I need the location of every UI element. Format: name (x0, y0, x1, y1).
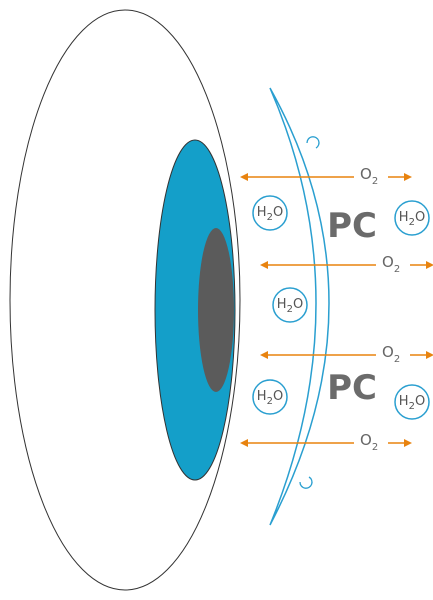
oxygen-label: O2 (382, 343, 400, 365)
water-circle (252, 195, 288, 231)
pupil (198, 228, 234, 392)
subscript: 2 (394, 354, 400, 365)
symbol: H (257, 205, 267, 220)
water-circle (394, 384, 430, 420)
contact-lens (269, 87, 330, 526)
subscript: 2 (267, 396, 273, 407)
symbol: O (273, 205, 283, 220)
symbol: O (360, 431, 372, 449)
water-circle (272, 287, 308, 323)
lens-label: PC (327, 368, 377, 408)
symbol: O (415, 394, 425, 409)
water-circle (252, 379, 288, 415)
lens-bump (306, 136, 320, 149)
iris (154, 139, 236, 481)
subscript: 2 (287, 304, 293, 315)
oxygen-label: O2 (382, 253, 400, 275)
symbol: H (277, 297, 287, 312)
symbol: H (399, 394, 409, 409)
symbol: O (415, 210, 425, 225)
water-label: H2O (257, 389, 283, 407)
oxygen-label: O2 (360, 431, 378, 453)
water-label: H2O (399, 394, 425, 412)
symbol: O (360, 165, 372, 183)
subscript: 2 (394, 264, 400, 275)
water-circle (394, 200, 430, 236)
subscript: 2 (372, 442, 378, 453)
water-label: H2O (257, 205, 283, 223)
symbol: O (382, 343, 394, 361)
subscript: 2 (409, 217, 415, 228)
water-label: H2O (277, 297, 303, 315)
symbol: O (293, 297, 303, 312)
water-label: H2O (399, 210, 425, 228)
symbol: H (399, 210, 409, 225)
lens-bump (299, 476, 313, 489)
oxygen-label: O2 (360, 165, 378, 187)
symbol: O (382, 253, 394, 271)
symbol: O (273, 389, 283, 404)
symbol: H (257, 389, 267, 404)
subscript: 2 (372, 176, 378, 187)
subscript: 2 (409, 401, 415, 412)
subscript: 2 (267, 212, 273, 223)
lens-label: PC (327, 206, 377, 246)
